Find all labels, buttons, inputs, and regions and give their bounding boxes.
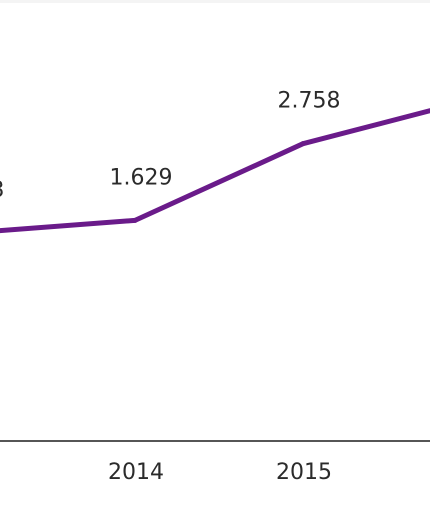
data-point-2015 — [300, 141, 306, 147]
top-border-band — [0, 0, 430, 3]
x-tick-label-2014: 2014 — [108, 460, 164, 485]
data-label-2015: 2.758 — [278, 89, 341, 114]
chart-marks — [0, 108, 430, 234]
data-labels: 1.443 1.629 2.758 — [0, 89, 340, 203]
x-axis-ticks: 2013201420152016 — [108, 460, 332, 485]
data-point-2014 — [132, 217, 138, 223]
data-label-2013: 1.443 — [0, 178, 4, 203]
series-line — [0, 108, 430, 234]
x-tick-label-2015: 2015 — [276, 460, 332, 485]
data-label-2014: 1.629 — [110, 165, 173, 190]
